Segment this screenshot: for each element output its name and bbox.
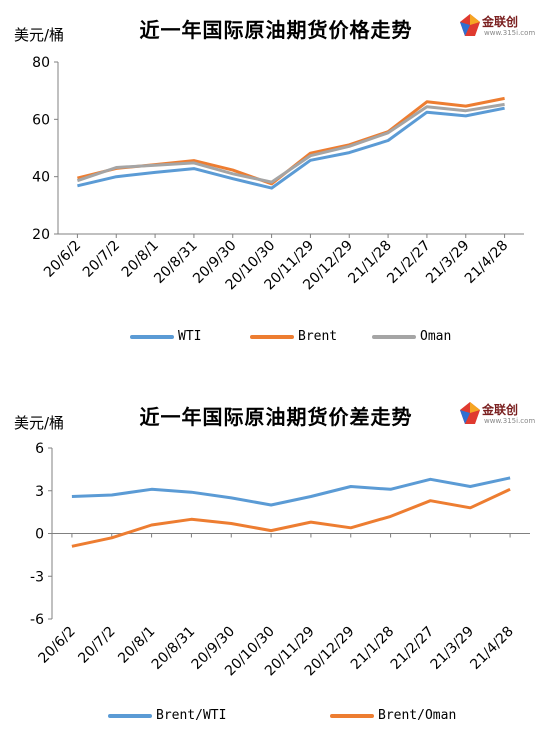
y-tick-label: 3 <box>35 484 44 500</box>
spread-chart-panel: 美元/桶 近一年国际原油期货价差走势 金联创 www.315i.com -6 -3… <box>0 376 552 738</box>
y-tick-label: 60 <box>32 112 50 128</box>
y-tick-label: 0 <box>35 527 44 543</box>
legend-item: Brent/WTI <box>108 708 226 723</box>
legend-label: Brent/WTI <box>156 708 227 723</box>
logo: 金联创 www.315i.com <box>458 398 538 432</box>
y-tick-label: -3 <box>30 569 44 585</box>
logo-mark-icon <box>460 14 480 36</box>
y-tick-label: -6 <box>30 612 44 628</box>
legend-label: Oman <box>420 329 452 344</box>
logo-url: www.315i.com <box>484 417 536 425</box>
legend-swatch <box>108 713 152 718</box>
legend-swatch <box>130 334 174 339</box>
legend-swatch <box>372 334 416 339</box>
legend-item: Brent <box>250 329 337 344</box>
x-tick-label: 20/8/31 <box>149 624 198 673</box>
legend-label: WTI <box>178 329 202 344</box>
x-tick-label: 20/6/2 <box>36 624 79 667</box>
series-line-brent-wti <box>71 476 511 507</box>
series-line-brent-oman <box>71 487 511 548</box>
unit-label: 美元/桶 <box>14 26 65 44</box>
legend-item: Brent/Oman <box>330 708 456 723</box>
price-chart-svg: 2040608020/6/220/7/220/8/120/8/3120/9/30… <box>32 55 524 293</box>
logo-url: www.315i.com <box>484 29 536 37</box>
logo: 金联创 www.315i.com <box>458 10 538 44</box>
logo-mark-icon <box>460 402 480 424</box>
legend-label: Brent/Oman <box>378 708 457 723</box>
x-tick-label: 20/6/2 <box>41 238 84 281</box>
legend-swatch <box>250 334 294 339</box>
y-tick-label: 40 <box>32 170 50 186</box>
chart-title: 近一年国际原油期货价差走势 <box>139 405 413 429</box>
legend-item: Oman <box>372 329 451 344</box>
x-tick-label: 21/4/28 <box>467 624 516 673</box>
x-tick-label: 21/3/29 <box>428 624 477 673</box>
spread-chart-svg: -6-303620/6/220/7/220/8/120/8/3120/9/302… <box>30 441 530 679</box>
unit-label: 美元/桶 <box>14 414 65 432</box>
x-tick-label: 21/4/28 <box>462 238 511 287</box>
x-tick-label: 21/1/28 <box>348 624 397 673</box>
series-line-oman <box>76 102 505 184</box>
price-chart-panel: 美元/桶 近一年国际原油期货价格走势 金联创 www.315i.com 20 40… <box>0 0 552 368</box>
legend-swatch <box>330 713 374 718</box>
y-tick-label: 6 <box>35 441 44 457</box>
x-tick-label: 20/7/2 <box>75 624 118 667</box>
chart-title: 近一年国际原油期货价格走势 <box>139 18 413 42</box>
chart-legend: Brent/WTI Brent/Oman <box>0 708 552 728</box>
chart-legend: WTI Brent Oman <box>0 329 552 349</box>
logo-brand: 金联创 <box>482 15 519 29</box>
series-line-wti <box>77 106 505 190</box>
y-tick-label: 80 <box>32 55 50 71</box>
x-tick-label: 20/7/2 <box>80 238 123 281</box>
legend-item: WTI <box>130 329 201 344</box>
y-tick-label: 20 <box>32 227 50 243</box>
series-line-brent <box>77 96 505 186</box>
logo-brand: 金联创 <box>482 403 519 417</box>
legend-label: Brent <box>298 329 338 344</box>
x-tick-label: 21/2/27 <box>388 624 437 673</box>
